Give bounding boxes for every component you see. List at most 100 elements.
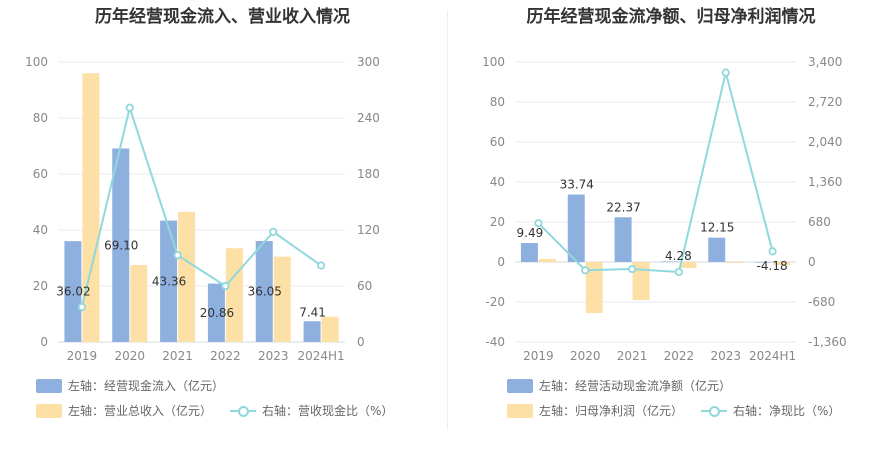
line-point xyxy=(77,302,87,312)
bar-data-label: 43.36 xyxy=(152,274,186,288)
legend-item-cash-inflow[interactable]: 左轴：经营现金流入（亿元） xyxy=(36,377,224,394)
line-point xyxy=(316,261,326,270)
legend-item-cash-ratio[interactable]: 右轴：营收现金比（%） xyxy=(230,402,393,419)
bar-data-label: 69.10 xyxy=(104,238,138,252)
chart-title: 历年经营现金流入、营业收入情况 xyxy=(95,7,350,27)
bar xyxy=(82,73,100,342)
left-axis-tick-label: 20 xyxy=(490,215,505,229)
line-point xyxy=(768,247,777,256)
x-axis-tick-label: 2021 xyxy=(617,349,648,363)
x-axis-tick-label: 2020 xyxy=(570,349,601,363)
right-axis-tick-label: -1,360 xyxy=(808,335,847,349)
left-axis-tick-label: 0 xyxy=(40,335,48,349)
x-axis-tick-label: 2021 xyxy=(162,349,193,363)
legend-label: 左轴：经营活动现金流净额（亿元） xyxy=(539,379,732,393)
left-axis-tick-label: -20 xyxy=(485,295,505,309)
x-axis-tick-label: 2023 xyxy=(258,349,289,363)
bar xyxy=(755,262,773,263)
x-axis-tick-label: 2023 xyxy=(710,349,741,363)
right-axis-tick-label: 2,040 xyxy=(808,135,842,149)
bar xyxy=(303,321,321,342)
ratio-line xyxy=(537,72,774,274)
bar xyxy=(225,248,243,342)
x-axis-tick-label: 2020 xyxy=(114,349,145,363)
right-axis-tick-label: 180 xyxy=(357,167,380,181)
chart-panel-net-cash: 历年经营现金流净额、归母净利润情况 -40 -20 0 20 40 60 80 100 -1,3… xyxy=(449,0,893,458)
bar xyxy=(708,237,726,262)
legend-line-marker-icon xyxy=(230,404,256,418)
left-axis-tick-label: 80 xyxy=(490,95,505,109)
legend-item-net-profit[interactable]: 左轴：归母净利润（亿元） xyxy=(507,402,683,419)
line-point xyxy=(125,103,134,112)
left-axis-tick-label: 80 xyxy=(33,111,48,125)
right-axis-tick-label: -680 xyxy=(808,295,835,309)
line-point xyxy=(581,266,590,275)
bar xyxy=(273,256,291,342)
bar-data-label: 33.74 xyxy=(560,178,594,192)
bar-data-label: 7.41 xyxy=(299,305,326,319)
bar xyxy=(520,243,538,262)
bar xyxy=(112,148,130,342)
x-axis-tick-label: 2024H1 xyxy=(297,349,344,363)
line-point xyxy=(674,267,684,277)
bar xyxy=(726,262,744,263)
bar-data-label: 9.49 xyxy=(517,226,544,240)
line-point xyxy=(173,251,182,260)
line-point xyxy=(269,227,278,236)
bar xyxy=(632,262,650,300)
line-point xyxy=(221,281,230,291)
right-axis-tick-label: 0 xyxy=(808,255,816,269)
left-axis-tick-label: 100 xyxy=(25,55,48,69)
bar xyxy=(661,261,679,262)
legend-label: 左轴：归母净利润（亿元） xyxy=(539,404,684,418)
bar xyxy=(130,265,148,342)
legend-label: 右轴：营收现金比（%） xyxy=(262,404,394,418)
chart-title: 历年经营现金流净额、归母净利润情况 xyxy=(526,7,816,27)
right-axis-tick-label: 60 xyxy=(357,279,372,293)
x-axis-tick-label: 2022 xyxy=(664,349,695,363)
chart-plot-area: -40 -20 0 20 40 60 80 100 -1,360 -680 0 680 1,360 2,0… xyxy=(482,55,847,363)
bar xyxy=(538,259,556,262)
bar-data-label: -4.18 xyxy=(757,259,788,273)
right-axis-tick-label: 300 xyxy=(357,55,380,69)
legend-label: 左轴：经营现金流入（亿元） xyxy=(68,379,225,393)
left-axis-tick-label: 60 xyxy=(33,167,48,181)
left-axis-tick-label: 0 xyxy=(497,255,505,269)
legend-item-net-cash-ratio[interactable]: 右轴：净现比（%） xyxy=(701,402,840,419)
left-axis-tick-label: 60 xyxy=(490,135,505,149)
right-axis-tick-label: 2,720 xyxy=(808,95,842,109)
panel-divider xyxy=(447,10,448,430)
bar xyxy=(255,241,273,342)
x-axis-tick-label: 2022 xyxy=(210,349,241,363)
bar xyxy=(178,211,196,342)
left-axis-tick-label: 100 xyxy=(482,55,505,69)
bar xyxy=(64,241,82,342)
legend-line-marker-icon xyxy=(701,404,727,418)
legend-label: 右轴：净现比（%） xyxy=(733,404,841,418)
legend-swatch-blue xyxy=(36,378,62,393)
legend-item-net-cash-flow[interactable]: 左轴：经营活动现金流净额（亿元） xyxy=(507,377,731,394)
legend-swatch-yellow xyxy=(507,403,533,418)
bar xyxy=(321,316,339,342)
bar xyxy=(207,283,225,342)
bar-data-label: 20.86 xyxy=(200,306,234,320)
right-axis-tick-label: 0 xyxy=(357,335,365,349)
bar xyxy=(585,262,603,313)
bar xyxy=(567,194,585,262)
x-axis-tick-label: 2024H1 xyxy=(749,349,796,363)
bar-data-label: 22.37 xyxy=(606,200,640,214)
x-axis-tick-label: 2019 xyxy=(523,349,554,363)
chart-panel-cash-inflow: 历年经营现金流入、营业收入情况 0 20 40 60 80 100 0 60 120 180 240… xyxy=(0,0,445,458)
bar xyxy=(614,217,632,262)
left-axis-tick-label: -40 xyxy=(485,335,505,349)
right-axis-tick-label: 1,360 xyxy=(808,175,842,189)
left-axis-tick-label: 40 xyxy=(33,223,48,237)
legend-label: 左轴：营业总收入（亿元） xyxy=(68,404,213,418)
bar xyxy=(773,262,791,265)
legend-item-revenue[interactable]: 左轴：营业总收入（亿元） xyxy=(36,402,212,419)
line-point xyxy=(721,68,730,77)
left-axis-tick-label: 40 xyxy=(490,175,505,189)
bar-data-label: 12.15 xyxy=(700,221,734,235)
bar-data-label: 36.02 xyxy=(56,285,90,299)
line-point xyxy=(627,264,637,274)
